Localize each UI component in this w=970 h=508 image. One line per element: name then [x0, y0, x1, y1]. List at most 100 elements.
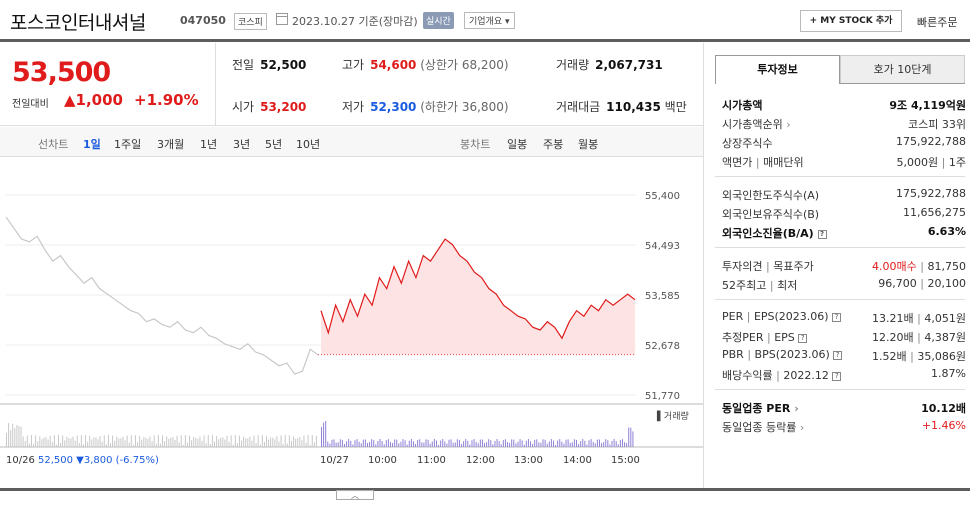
volume-bar	[197, 438, 199, 447]
help-icon[interactable]: ?	[817, 229, 827, 239]
sector-change-label[interactable]: 동일업종 등락률	[722, 421, 797, 434]
volume-bar	[523, 444, 525, 447]
help-icon[interactable]: ?	[833, 350, 843, 360]
volume-bar	[105, 444, 107, 447]
period-5y[interactable]: 5년	[265, 138, 283, 151]
volume-bar	[440, 440, 442, 447]
per-label: PER	[722, 310, 744, 323]
volume-bar	[153, 435, 155, 447]
period-1w[interactable]: 1주일	[114, 138, 142, 151]
volume-bar	[128, 442, 130, 447]
prev-close-info: 52,500 ▼3,800 (-6.75%)	[38, 455, 159, 466]
chevron-right-icon: ›	[799, 421, 805, 434]
volume-bar	[596, 439, 598, 447]
volume-bar	[26, 435, 28, 447]
volume-bar	[511, 439, 513, 447]
period-3m[interactable]: 3개월	[157, 138, 185, 151]
stat-prev-label: 전일	[232, 58, 255, 72]
company-overview-dropdown[interactable]: 기업개요 ▾	[464, 12, 515, 29]
volume-bar	[400, 441, 402, 447]
target-value: 81,750	[927, 260, 967, 273]
help-icon[interactable]: ?	[798, 333, 808, 343]
x-label: 13:00	[514, 455, 543, 466]
volume-bar	[120, 438, 122, 447]
volume-bar	[473, 439, 475, 447]
volume-bar	[421, 442, 423, 447]
expand-handle[interactable]: ︿	[336, 490, 374, 500]
candle-monthly[interactable]: 월봉	[578, 138, 599, 151]
tab-investment-info[interactable]: 투자정보	[715, 55, 840, 84]
volume-bar	[78, 443, 80, 447]
period-1y[interactable]: 1년	[200, 138, 218, 151]
volume-bar	[425, 439, 427, 447]
prev-day-line	[5, 216, 319, 375]
y-tick-label: 53,585	[645, 291, 680, 302]
volume-bar	[488, 439, 490, 447]
volume-bar	[43, 437, 45, 447]
candle-weekly[interactable]: 주봉	[543, 138, 564, 151]
volume-bar	[538, 442, 540, 447]
volume-bar	[216, 436, 218, 447]
volume-bar	[619, 440, 621, 447]
tab-underline	[840, 83, 965, 84]
per-value: 13.21배	[872, 312, 914, 325]
row-foreign-limit: 외국인한도주식수(A) 175,922,788	[722, 187, 966, 203]
volume-bar	[339, 439, 341, 447]
dividend-date: 2022.12	[783, 369, 829, 382]
bps-label: BPS(2023.06)	[754, 348, 830, 361]
x-label: 15:00	[611, 455, 640, 466]
trade-unit-value: 1주	[948, 156, 966, 169]
volume-bar	[172, 437, 174, 447]
stat-amount: 거래대금 110,435 백만	[556, 98, 687, 115]
volume-bar	[513, 439, 515, 447]
volume-bar	[632, 431, 634, 447]
w52-low-value: 20,100	[927, 277, 967, 290]
volume-bar	[369, 442, 371, 447]
market-cap-label: 시가총액	[722, 99, 763, 112]
volume-bar	[542, 439, 544, 447]
x-label: 12:00	[466, 455, 495, 466]
stat-prev: 전일 52,500	[232, 56, 306, 73]
x-label: 10/26	[6, 455, 35, 466]
sector-change-value: +1.46%	[921, 419, 966, 432]
foreign-ratio-label: 외국인소진율(B/A)	[722, 227, 814, 240]
volume-bar	[389, 442, 391, 447]
today-line	[320, 238, 636, 340]
volume-bar	[222, 437, 224, 447]
volume-bar	[249, 436, 251, 447]
volume-bar	[507, 442, 509, 447]
period-10y[interactable]: 10년	[296, 138, 321, 151]
candle-daily[interactable]: 일봉	[507, 138, 528, 151]
period-3y[interactable]: 3년	[233, 138, 251, 151]
realtime-button[interactable]: 실시간	[423, 12, 454, 29]
stat-high: 고가 54,600 (상한가 68,200)	[342, 56, 509, 73]
volume-bar	[68, 438, 70, 447]
volume-bar	[573, 439, 575, 447]
row-foreign-ratio: 외국인소진율(B/A) ? 6.63%	[722, 225, 966, 241]
help-icon[interactable]: ?	[832, 312, 842, 322]
tab-orderbook[interactable]: 호가 10단계	[840, 55, 965, 84]
volume-bar	[191, 440, 193, 447]
volume-bar	[45, 437, 47, 447]
market-cap-rank-label[interactable]: 시가총액순위	[722, 118, 783, 131]
volume-bar	[311, 435, 313, 447]
quick-order-link[interactable]: 빠른주문	[917, 16, 958, 29]
help-icon[interactable]: ?	[832, 371, 842, 381]
row-par-value: 액면가 | 매매단위 5,000원 | 1주	[722, 156, 966, 169]
volume-bar	[385, 440, 387, 447]
volume-bar	[180, 435, 182, 447]
opinion-label: 투자의견	[722, 260, 763, 273]
stat-low: 저가 52,300 (하한가 36,800)	[342, 98, 509, 115]
add-mystock-button[interactable]: + MY STOCK 추가	[800, 10, 902, 32]
volume-bar	[137, 442, 139, 447]
row-pbr: PBR | BPS(2023.06) ? 1.52배 | 35,086원	[722, 348, 966, 363]
volume-bar	[66, 436, 68, 447]
row-opinion: 투자의견 | 목표주가 4.00매수 | 81,750	[722, 260, 967, 273]
sector-per-label[interactable]: 동일업종 PER	[722, 402, 791, 415]
volume-bar	[517, 441, 519, 447]
bps-value: 35,086원	[917, 350, 966, 363]
pbr-value: 1.52배	[872, 350, 907, 363]
volume-bar	[195, 438, 197, 447]
volume-bar	[444, 441, 446, 447]
period-1d[interactable]: 1일	[83, 138, 101, 151]
